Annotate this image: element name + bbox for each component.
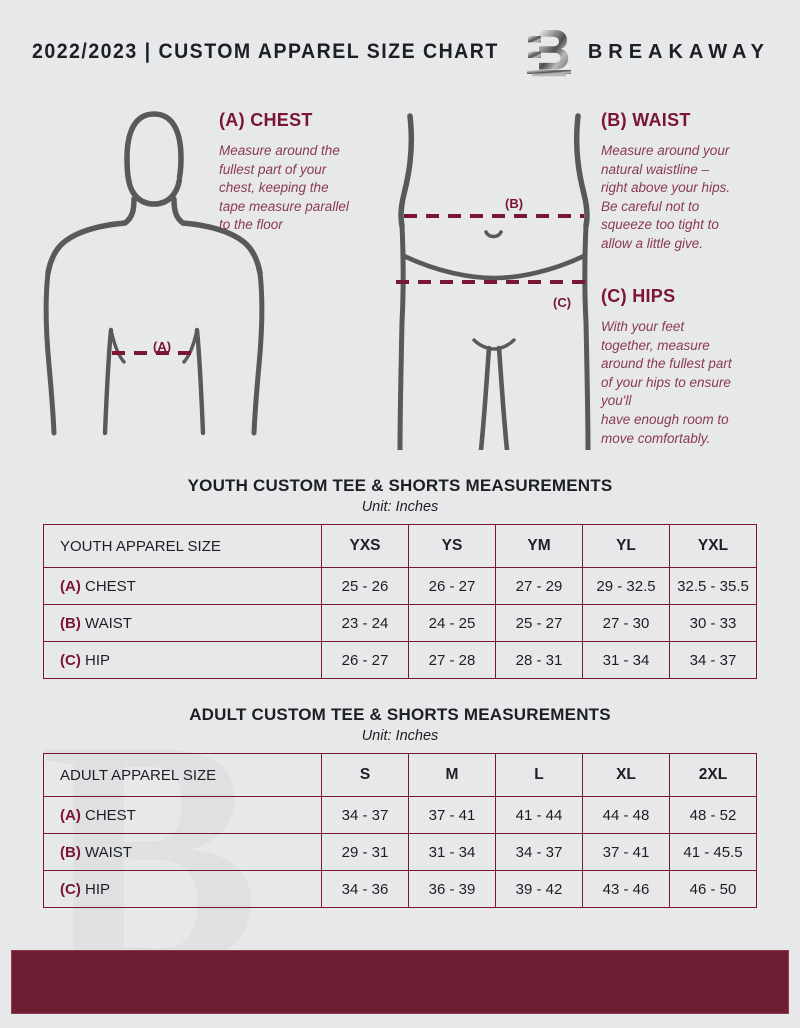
youth-column-header: YXS [321,524,409,568]
row-label-text: CHEST [85,577,136,595]
youth-measurements-block: YOUTH CUSTOM TEE & SHORTS MEASUREMENTS U… [43,476,757,679]
instruction-block-waist: (B) WAIST Measure around your natural wa… [601,110,776,254]
table-cell: 31 - 34 [582,641,670,679]
adult-table-unit: Unit: Inches [361,728,439,744]
row-tag: (A) [60,577,81,595]
adult-column-header: S [321,753,409,797]
table-cell: 27 - 29 [495,567,583,605]
row-label: (C) HIP [43,870,322,908]
table-cell: 30 - 33 [669,604,757,642]
table-cell: 41 - 45.5 [669,833,757,871]
table-header-row: YOUTH APPAREL SIZE YXS YS YM YL YXL [43,524,757,568]
adult-table-title: ADULT CUSTOM TEE & SHORTS MEASUREMENTS [189,705,611,724]
row-tag: (A) [60,806,81,824]
table-header-row: ADULT APPAREL SIZE S M L XL 2XL [43,753,757,797]
adult-measurements-block: ADULT CUSTOM TEE & SHORTS MEASUREMENTS U… [43,705,757,908]
row-tag: (B) [60,614,81,632]
table-row: (A) CHEST 34 - 37 37 - 41 41 - 44 44 - 4… [43,796,757,834]
table-row: (A) CHEST 25 - 26 26 - 27 27 - 29 29 - 3… [43,567,757,605]
row-label: (B) WAIST [43,833,322,871]
table-cell: 34 - 37 [669,641,757,679]
adult-column-header: M [408,753,496,797]
table-cell: 27 - 30 [582,604,670,642]
table-row: (C) HIP 34 - 36 36 - 39 39 - 42 43 - 46 … [43,870,757,908]
table-row: (B) WAIST 29 - 31 31 - 34 34 - 37 37 - 4… [43,833,757,871]
instruction-heading-chest: (A) CHEST [219,110,313,130]
table-row: (B) WAIST 23 - 24 24 - 25 25 - 27 27 - 3… [43,604,757,642]
row-label: (B) WAIST [43,604,322,642]
youth-table-unit: Unit: Inches [361,499,439,515]
table-cell: 32.5 - 35.5 [669,567,757,605]
table-cell: 28 - 31 [495,641,583,679]
table-cell: 31 - 34 [408,833,496,871]
table-cell: 25 - 26 [321,567,409,605]
row-tag: (B) [60,843,81,861]
youth-column-header: YL [582,524,670,568]
youth-table-title: YOUTH CUSTOM TEE & SHORTS MEASUREMENTS [187,476,613,495]
table-cell: 37 - 41 [408,796,496,834]
table-cell: 36 - 39 [408,870,496,908]
row-label: (A) CHEST [43,567,322,605]
table-cell: 34 - 37 [495,833,583,871]
table-row: (C) HIP 26 - 27 27 - 28 28 - 31 31 - 34 … [43,641,757,679]
table-cell: 23 - 24 [321,604,409,642]
table-cell: 26 - 27 [321,641,409,679]
table-cell: 44 - 48 [582,796,670,834]
adult-measurements-table: ADULT APPAREL SIZE S M L XL 2XL (A) CHES… [43,753,757,908]
waist-measure-label: (B) [505,196,524,211]
adult-column-header: L [495,753,583,797]
youth-first-column-header: YOUTH APPAREL SIZE [43,524,322,568]
instruction-body-chest: Measure around the fullest part of your … [219,143,349,233]
table-cell: 37 - 41 [582,833,670,871]
footer-bar [11,950,789,1014]
youth-column-header: YXL [669,524,757,568]
table-cell: 34 - 37 [321,796,409,834]
table-cell: 34 - 36 [321,870,409,908]
row-label-text: HIP [85,880,111,898]
table-cell: 39 - 42 [495,870,583,908]
table-cell: 48 - 52 [669,796,757,834]
male-torso-front-silhouette-icon [43,111,265,436]
row-label-text: WAIST [85,843,132,861]
row-label: (C) HIP [43,641,322,679]
table-cell: 41 - 44 [495,796,583,834]
chest-measure-label: (A) [153,339,172,354]
table-cell: 29 - 32.5 [582,567,670,605]
table-cell: 43 - 46 [582,870,670,908]
instruction-body-waist: Measure around your natural waistline – … [601,143,731,251]
table-cell: 25 - 27 [495,604,583,642]
row-label-text: WAIST [85,614,132,632]
adult-column-header: 2XL [669,753,757,797]
instruction-heading-waist: (B) WAIST [601,110,691,130]
youth-column-header: YM [495,524,583,568]
adult-column-header: XL [582,753,670,797]
adult-first-column-header: ADULT APPAREL SIZE [43,753,322,797]
brand-lockup: BREAKAWAY [526,26,770,78]
instruction-body-hips: With your feet together, measure around … [601,319,732,446]
table-cell: 26 - 27 [408,567,496,605]
breakaway-b-monogram-icon [526,30,571,77]
brand-name: BREAKAWAY [587,40,770,63]
table-cell: 24 - 25 [408,604,496,642]
row-label-text: CHEST [85,806,136,824]
row-tag: (C) [60,880,81,898]
youth-column-header: YS [408,524,496,568]
table-cell: 27 - 28 [408,641,496,679]
table-cell: 46 - 50 [669,870,757,908]
page-title: 2022/2023 | CUSTOM APPAREL SIZE CHART [32,40,499,63]
page-header: 2022/2023 | CUSTOM APPAREL SIZE CHART [0,26,800,78]
row-label: (A) CHEST [43,796,322,834]
row-tag: (C) [60,651,81,669]
youth-measurements-table: YOUTH APPAREL SIZE YXS YS YM YL YXL (A) … [43,524,757,679]
male-lower-body-front-silhouette-icon [396,113,592,450]
hip-measure-label: (C) [553,295,572,310]
instruction-heading-hips: (C) HIPS [601,286,676,306]
table-cell: 29 - 31 [321,833,409,871]
row-label-text: HIP [85,651,111,669]
instruction-block-chest: (A) CHEST Measure around the fullest par… [219,110,394,235]
instruction-block-hips: (C) HIPS With your feet together, measur… [601,286,776,448]
